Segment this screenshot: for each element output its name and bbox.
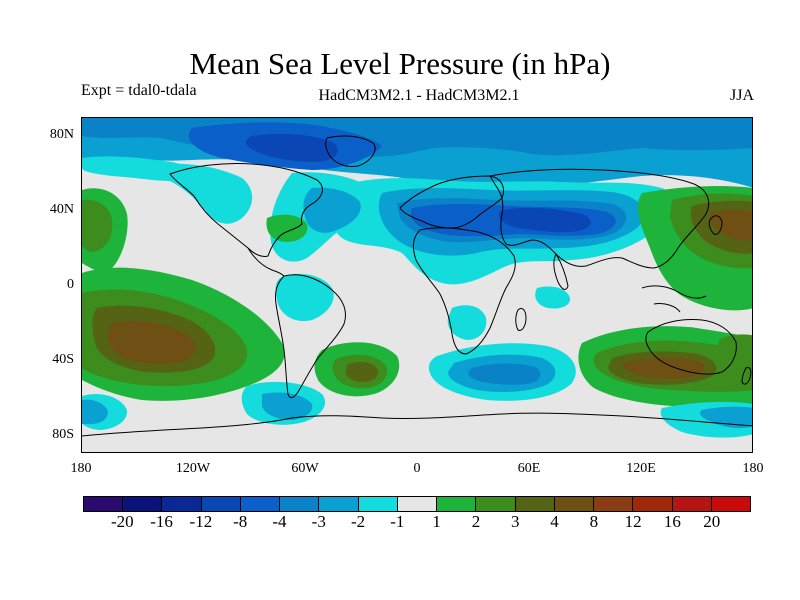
pressure-map (81, 117, 753, 453)
contour-namerica-pos1 (266, 214, 308, 242)
coastline-south-america (275, 274, 346, 399)
contour-satl-pos3 (345, 362, 379, 382)
coastline-africa (412, 227, 516, 355)
colorbar-label: 2 (471, 512, 481, 531)
contour-arctic-neg5 (245, 134, 338, 162)
colorbar-label: -4 (272, 512, 287, 531)
colorbar-swatch-10 (476, 497, 516, 511)
colorbar-swatch-3 (201, 497, 241, 511)
colorbar-swatch-5 (280, 497, 320, 511)
lon-label-120e: 120E (626, 461, 656, 476)
lat-label-0: 0 (67, 277, 74, 292)
colorbar-swatch-1 (123, 497, 163, 511)
lon-label-0: 0 (413, 461, 421, 476)
season-label: JJA (729, 87, 754, 104)
lon-label-120w: 120W (175, 461, 211, 476)
contour-spac-pos4 (107, 321, 196, 364)
colorbar-label: 8 (589, 512, 599, 531)
lat-label-80n: 80N (49, 127, 74, 142)
lat-label-40s: 40S (52, 352, 74, 367)
colorbar-legend (83, 496, 751, 512)
colorbar-label: 16 (663, 512, 681, 531)
colorbar-swatch-15 (672, 497, 712, 511)
colorbar-swatch-11 (515, 497, 555, 511)
colorbar-swatch-12 (554, 497, 595, 511)
model-label: HadCM3M2.1 - HadCM3M2.1 (318, 87, 520, 104)
colorbar-label: -12 (189, 512, 213, 531)
coastline-new-zealand (741, 367, 752, 385)
coastline-north-america (169, 163, 323, 257)
colorbar-swatch-9 (437, 497, 477, 511)
coastline-japan (708, 215, 723, 235)
contour-southern-neg2 (82, 399, 108, 424)
contour-africa-neg1 (447, 305, 487, 340)
coastline-greenland (325, 135, 376, 167)
coastline-europe (399, 175, 504, 229)
colorbar-swatch-6 (319, 497, 359, 511)
lon-label-180-west: 180 (70, 461, 92, 476)
contour-epac-pos2-north (82, 199, 113, 252)
contour-eurasia-neg5 (498, 207, 591, 233)
colorbar-swatch-13 (594, 497, 634, 511)
contour-npac-neg1 (157, 163, 253, 224)
lon-label-60e: 60E (517, 461, 541, 476)
coastline-maritime-continent (641, 285, 707, 313)
colorbar-label: -3 (311, 512, 326, 531)
colorbar-label: -16 (150, 512, 173, 531)
coastline-australia (645, 319, 737, 375)
colorbar-label: -8 (233, 512, 248, 531)
colorbar-swatch-14 (633, 497, 673, 511)
experiment-label: Expt = tdal0-tdala (81, 82, 197, 99)
map-canvas (82, 118, 752, 452)
colorbar-label: -20 (110, 512, 134, 531)
contour-southern-neg2-b (262, 392, 313, 420)
colorbar-label: 4 (550, 512, 559, 531)
contour-indian-neg3 (468, 363, 541, 385)
contour-samerica-neg1 (275, 273, 334, 322)
lon-label-180-east: 180 (742, 461, 764, 476)
coastline-antarctica (82, 412, 752, 437)
coastline-india (553, 252, 569, 290)
colorbar-swatch-8 (397, 497, 438, 511)
lat-label-40n: 40N (49, 202, 74, 217)
colorbar-label: 20 (703, 512, 721, 531)
colorbar-swatch-0 (84, 497, 124, 511)
colorbar-swatch-16 (711, 497, 750, 511)
coastlines (82, 135, 752, 437)
lon-label-60w: 60W (291, 461, 319, 476)
colorbar-swatch-4 (240, 497, 281, 511)
colorbar-swatch-2 (162, 497, 202, 511)
contour-aus-pos4 (622, 357, 705, 379)
colorbar-label: -1 (390, 512, 405, 531)
colorbar-label: 1 (432, 512, 441, 531)
contour-southern-neg2-c (700, 406, 752, 429)
coastline-asia (489, 168, 710, 269)
colorbar-label: 3 (510, 512, 520, 531)
colorbar-label: -2 (350, 512, 366, 531)
chart-title: Mean Sea Level Pressure (in hPa) (189, 46, 611, 81)
contour-tasman-pos (718, 334, 752, 369)
contour-indian-neg1-small (535, 286, 571, 309)
colorbar-label: 12 (624, 512, 642, 531)
colorbar-swatch-7 (358, 497, 398, 511)
coastline-central-america (247, 247, 285, 277)
lat-label-80s: 80S (52, 427, 74, 442)
coastline-madagascar (515, 307, 527, 331)
